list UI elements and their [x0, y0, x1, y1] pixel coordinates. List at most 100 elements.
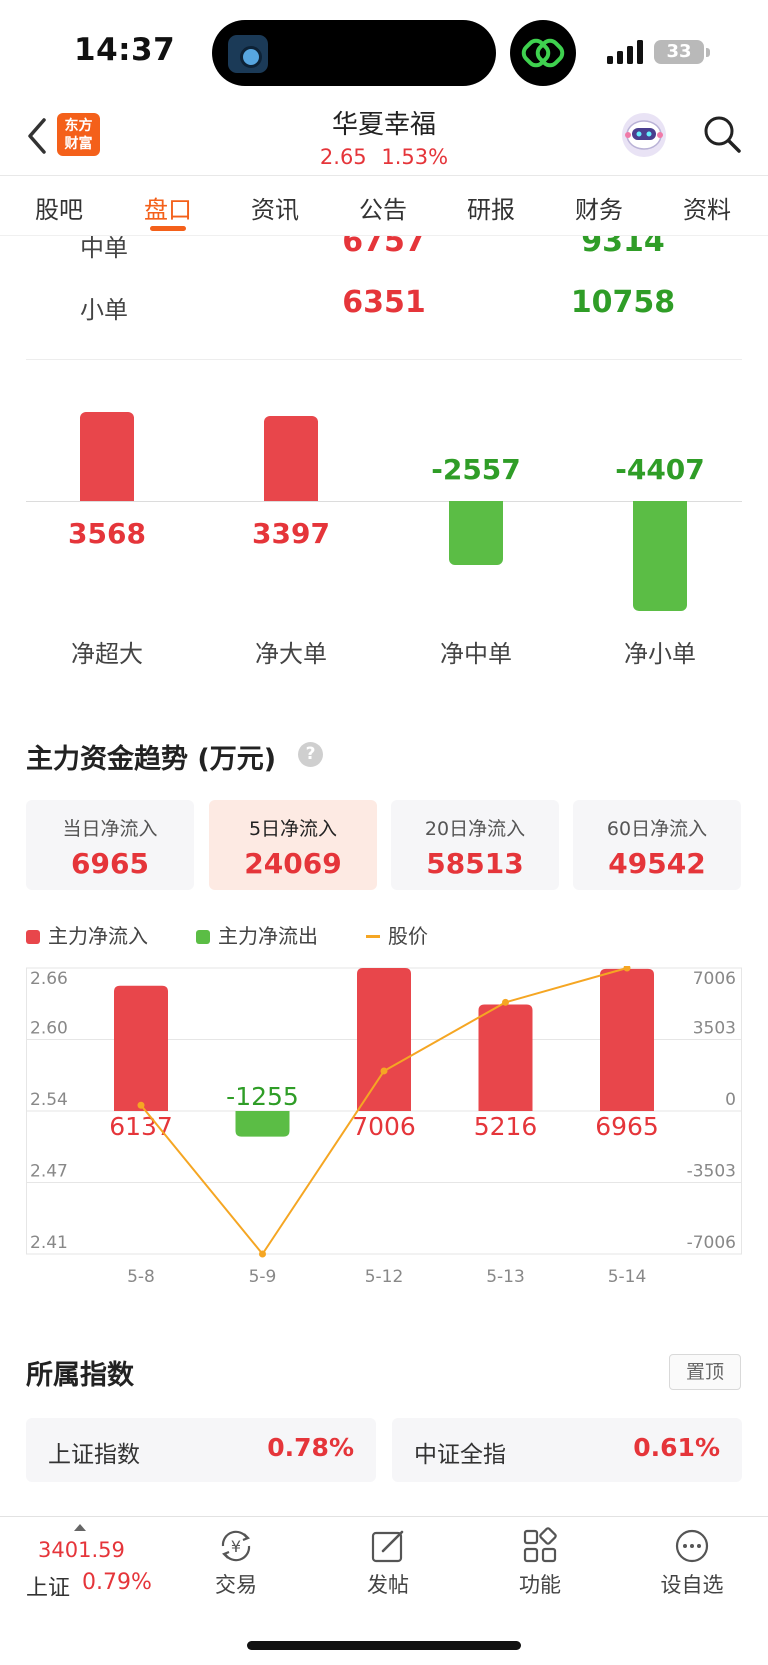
order-row-inflow: 6351: [342, 285, 426, 320]
index-name: 上证指数: [48, 1442, 140, 1468]
right-axis-tick: -7006: [687, 1233, 736, 1253]
price-point: [623, 966, 631, 972]
right-axis-tick: 0: [725, 1090, 736, 1110]
tab-news[interactable]: 资讯: [251, 196, 299, 224]
pin-top-button[interactable]: 置顶: [669, 1354, 741, 1390]
home-indicator: [247, 1641, 521, 1650]
functions-button[interactable]: 功能: [500, 1527, 580, 1599]
period-card-20d[interactable]: 20日净流入 58513: [391, 800, 559, 890]
period-card-label: 5日净流入: [248, 818, 338, 840]
net-flow-bar: [633, 501, 687, 611]
caret-up-icon[interactable]: [74, 1524, 86, 1531]
legend-price: 股价: [366, 920, 428, 949]
app-logo: 东方 财富: [57, 113, 100, 156]
trade-label: 交易: [215, 1573, 257, 1597]
period-card-60d[interactable]: 60日净流入 49542: [573, 800, 741, 890]
net-flow-value: 3568: [68, 517, 146, 550]
trend-chart: 2.66 2.60 2.54 2.47 2.41 7006 3503 0 -3503 -7006 6…: [26, 966, 742, 1286]
tab-guba[interactable]: 股吧: [35, 196, 83, 224]
index-card-csi[interactable]: 中证全指 0.61%: [392, 1418, 742, 1482]
flow-bar-label: 6965: [595, 1112, 659, 1141]
flow-bar-label: 7006: [352, 1112, 416, 1141]
grid-apps-icon: [521, 1527, 559, 1565]
right-axis-tick: 3503: [693, 1019, 736, 1039]
legend-price-swatch: [366, 935, 380, 938]
period-card-value: 58513: [426, 847, 524, 880]
net-flow-value: -2557: [431, 453, 521, 486]
legend-price-label: 股价: [388, 924, 428, 948]
legend-inflow: 主力净流入: [26, 920, 148, 949]
post-label: 发帖: [367, 1573, 409, 1597]
flow-bar: [235, 1111, 290, 1137]
index-card-sse[interactable]: 上证指数 0.78%: [26, 1418, 376, 1482]
flow-bar-label: 5216: [474, 1112, 538, 1141]
legend-inflow-label: 主力净流入: [48, 924, 148, 948]
right-axis-tick: 7006: [693, 969, 736, 989]
post-button[interactable]: 发帖: [348, 1527, 428, 1599]
index-change-pct: 0.78%: [267, 1433, 354, 1462]
tab-finance[interactable]: 财务: [575, 196, 623, 224]
stock-name: 华夏幸福: [331, 110, 436, 140]
period-card-5d[interactable]: 5日净流入 24069: [209, 800, 377, 890]
market-index-pct[interactable]: 0.79%: [82, 1570, 152, 1595]
right-axis-tick: -3503: [687, 1162, 736, 1182]
net-flow-value: 3397: [252, 517, 330, 550]
price-point: [259, 1250, 266, 1258]
add-watchlist-button[interactable]: 设自选: [652, 1527, 732, 1599]
music-app-icon: [228, 35, 268, 73]
tab-profile[interactable]: 资料: [683, 196, 731, 224]
flow-bar-label: -1255: [226, 1082, 299, 1111]
tab-announcements[interactable]: 公告: [359, 196, 407, 224]
net-flow-label: 净中单: [440, 640, 512, 668]
net-flow-bar: [449, 501, 503, 565]
net-flow-label: 净超大: [71, 640, 143, 668]
price-point: [502, 998, 509, 1006]
battery-icon: 33: [654, 40, 704, 64]
left-axis-tick: 2.60: [30, 1019, 68, 1039]
left-axis-tick: 2.41: [30, 1233, 68, 1253]
tab-bar: 股吧 盘口 资讯 公告 研报 财务 资料: [0, 176, 768, 236]
period-card-label: 当日净流入: [62, 818, 158, 840]
net-flow-label: 净小单: [624, 640, 696, 668]
svg-text:¥: ¥: [231, 1537, 241, 1556]
period-card-value: 24069: [244, 847, 342, 880]
index-name: 中证全指: [414, 1442, 506, 1468]
price-point: [137, 1101, 145, 1109]
period-card-value: 49542: [608, 847, 706, 880]
left-axis-tick: 2.47: [30, 1162, 68, 1182]
edit-post-icon: [369, 1527, 407, 1565]
section-divider: [26, 359, 742, 360]
tab-pankou[interactable]: 盘口: [144, 196, 192, 224]
tab-research[interactable]: 研报: [467, 196, 515, 224]
legend-outflow: 主力净流出: [196, 920, 318, 949]
x-axis-tick: 5-8: [127, 1267, 155, 1286]
bottom-toolbar: [0, 1516, 768, 1665]
period-card-value: 6965: [71, 847, 149, 880]
battery-tip: [706, 48, 710, 57]
robot-assistant-icon[interactable]: [622, 113, 666, 157]
trend-section-title: 主力资金趋势 (万元): [26, 744, 277, 775]
stock-quote: 2.65 1.53%: [284, 145, 484, 169]
header-divider: [0, 175, 768, 176]
flow-bar: [600, 968, 654, 1111]
status-time: 14:37: [74, 32, 176, 68]
net-flow-zero-line: [26, 501, 742, 502]
link-app-icon: [510, 20, 576, 86]
market-index-value[interactable]: 3401.59: [38, 1538, 125, 1562]
left-axis-tick: 2.54: [30, 1090, 68, 1110]
period-card-label: 60日净流入: [606, 818, 708, 840]
x-axis-tick: 5-12: [365, 1267, 404, 1286]
stock-price: 2.65: [319, 145, 367, 169]
order-row-outflow: 10758: [570, 285, 676, 320]
trade-button[interactable]: ¥ 交易: [196, 1527, 276, 1599]
order-row-label: 小单: [80, 296, 128, 324]
legend-inflow-swatch: [26, 930, 40, 944]
net-flow-value: -4407: [615, 453, 705, 486]
market-index-name[interactable]: 上证: [26, 1576, 71, 1601]
index-change-pct: 0.61%: [633, 1433, 720, 1462]
period-card-today[interactable]: 当日净流入 6965: [26, 800, 194, 890]
help-icon[interactable]: ?: [298, 742, 323, 767]
search-icon[interactable]: [702, 114, 742, 154]
back-icon[interactable]: [26, 117, 48, 155]
flow-bar: [114, 985, 168, 1111]
